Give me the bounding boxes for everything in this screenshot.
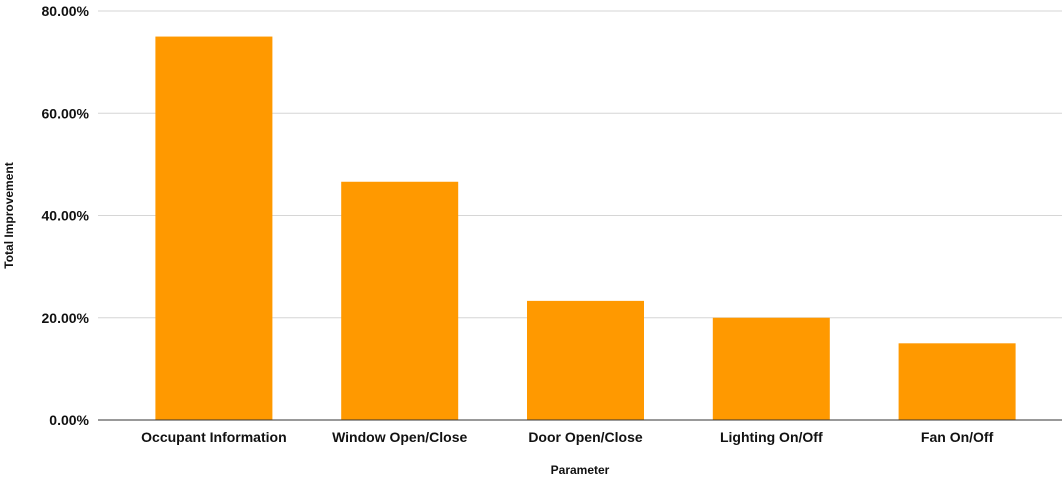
y-tick-label: 0.00% <box>49 412 89 428</box>
bar <box>527 300 644 420</box>
x-tick-label: Window Open/Close <box>332 429 467 445</box>
bars <box>155 36 1016 420</box>
y-axis-ticks: 0.00% 20.00% 40.00% 60.00% 80.00% <box>42 3 90 428</box>
bar <box>155 36 273 420</box>
y-tick-label: 40.00% <box>42 208 90 224</box>
x-tick-label: Door Open/Close <box>528 429 643 445</box>
y-axis-title: Total Improvement <box>2 162 16 268</box>
x-tick-label: Fan On/Off <box>921 429 994 445</box>
bar <box>898 343 1016 420</box>
x-axis-title: Parameter <box>551 463 610 477</box>
x-axis-ticks: Occupant Information Window Open/Close Doo… <box>141 429 993 445</box>
bar <box>341 181 459 420</box>
x-tick-label: Occupant Information <box>141 429 286 445</box>
y-tick-label: 20.00% <box>42 310 90 326</box>
y-tick-label: 60.00% <box>42 105 90 121</box>
bar <box>712 317 830 420</box>
y-tick-label: 80.00% <box>42 3 90 19</box>
x-tick-label: Lighting On/Off <box>720 429 823 445</box>
